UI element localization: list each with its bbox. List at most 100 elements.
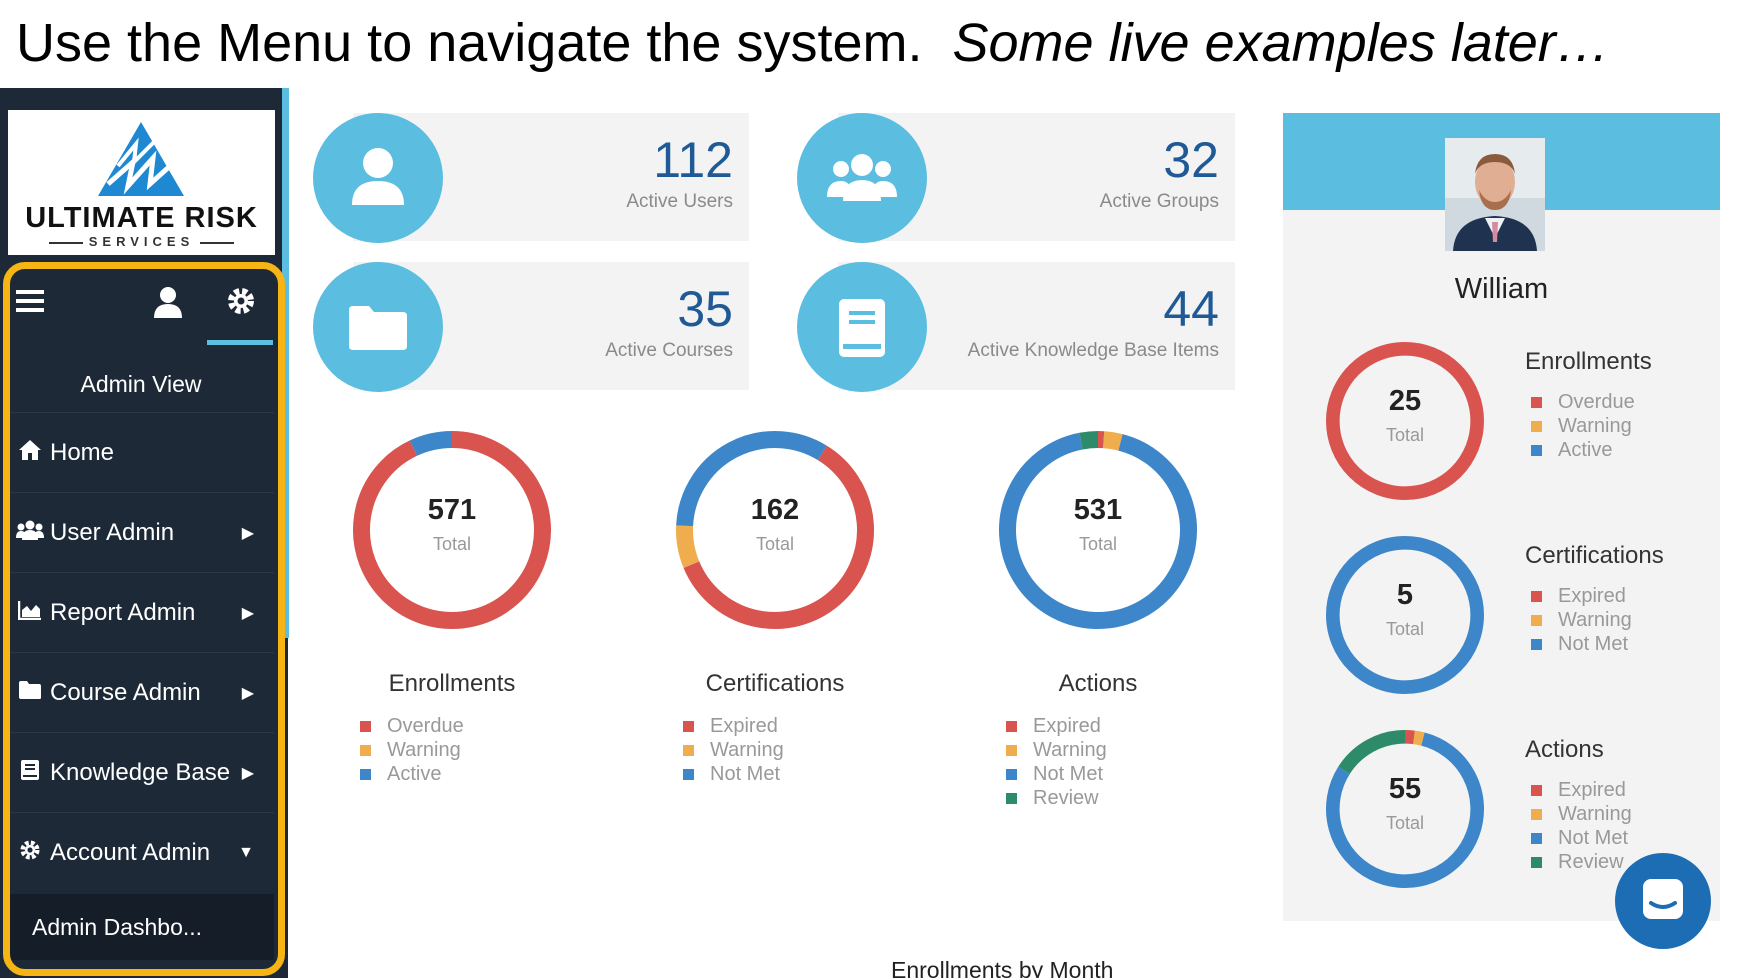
chart-legend: Overdue Warning Active	[360, 714, 464, 786]
legend-item: Warning	[1531, 802, 1632, 826]
chart-legend: Overdue Warning Active	[1531, 390, 1635, 462]
donut-ring	[999, 431, 1197, 629]
legend-item: Not Met	[1531, 826, 1632, 850]
legend-item: Review	[1006, 786, 1107, 810]
chart-title: Actions	[1058, 670, 1138, 697]
certifications-donut-chart[interactable]: 162 Total	[675, 430, 875, 630]
donut-ring	[676, 431, 874, 629]
legend-label: Warning	[1033, 738, 1107, 761]
donut-segment-not-met[interactable]	[1326, 536, 1484, 694]
legend-label: Not Met	[1558, 826, 1629, 849]
chat-button[interactable]	[1615, 853, 1711, 949]
legend-label: Active	[387, 762, 442, 785]
sidebar-item-user-admin[interactable]: User Admin ▶	[8, 492, 274, 572]
legend-item: Active	[1531, 438, 1635, 462]
sidebar-item-course-admin[interactable]: Course Admin ▶	[8, 652, 274, 732]
legend-swatch	[1531, 638, 1542, 650]
legend-label: Expired	[1558, 584, 1626, 607]
book-icon	[16, 759, 44, 787]
settings-gear-icon[interactable]	[226, 286, 256, 324]
legend-label: Not Met	[1033, 762, 1104, 785]
profile-actions-donut-chart[interactable]: 55 Total	[1325, 729, 1485, 889]
legend-swatch	[1531, 856, 1542, 868]
donut-total-value: 55	[1388, 773, 1422, 805]
sidebar-edge	[282, 88, 289, 638]
folder-icon	[16, 680, 44, 706]
donut-segment-not-met[interactable]	[999, 432, 1197, 629]
sidebar-item-label: Report Admin	[50, 598, 196, 626]
stat-value: 35	[677, 281, 733, 337]
donut-total-value: 5	[1396, 579, 1414, 611]
legend-label: Expired	[1033, 714, 1101, 737]
legend-item: Expired	[1531, 584, 1632, 608]
user-profile-icon[interactable]	[154, 286, 182, 326]
hamburger-menu-icon[interactable]	[16, 288, 44, 322]
legend-label: Review	[1558, 850, 1624, 873]
sidebar-item-knowledge-base[interactable]: Knowledge Base ▶	[8, 732, 274, 812]
profile-enrollments-donut-chart[interactable]: 25 Total	[1325, 341, 1485, 501]
legend-item: Active	[360, 762, 464, 786]
chart-legend: Expired Warning Not Met	[683, 714, 784, 786]
donut-total-label: Total	[755, 534, 795, 554]
chart-title: Enrollments	[388, 670, 516, 697]
donut-segment-warning[interactable]	[1102, 431, 1123, 451]
donut-total-label: Total	[1385, 425, 1425, 445]
admin-view-header: Admin View	[80, 371, 202, 397]
chart-legend: Expired Warning Not Met Review	[1006, 714, 1107, 810]
logo-subtitle: SERVICES	[8, 234, 275, 249]
donut-segment-overdue[interactable]	[1326, 342, 1484, 500]
chart-legend: Expired Warning Not Met Review	[1531, 778, 1632, 874]
donut-segment-warning[interactable]	[676, 525, 700, 568]
users-icon	[16, 520, 44, 546]
legend-label: Review	[1033, 786, 1099, 809]
donut-segment-warning[interactable]	[1413, 730, 1425, 746]
stat-value: 112	[653, 132, 733, 188]
legend-label: Warning	[387, 738, 461, 761]
user-profile-panel: William 25 Total Enrollments Overdue War…	[1283, 113, 1720, 921]
legend-swatch	[360, 720, 371, 732]
donut-total-label: Total	[432, 534, 472, 554]
slide-title-plain: Use the Menu to navigate the system.	[16, 13, 923, 73]
donut-ring	[1326, 342, 1484, 500]
sidebar-item-account-admin[interactable]: Account Admin ▼	[8, 812, 274, 892]
sidebar-subitem-admin-dashboard[interactable]: Admin Dashbo...	[8, 894, 274, 960]
caret-right-icon: ▶	[241, 764, 254, 782]
profile-certifications-donut-chart[interactable]: 5 Total	[1325, 535, 1485, 695]
sidebar-item-label: User Admin	[50, 518, 175, 546]
legend-label: Not Met	[710, 762, 781, 785]
donut-segment-not-met[interactable]	[676, 431, 827, 527]
sidebar-item-home[interactable]: Home	[8, 412, 274, 492]
legend-item: Overdue	[360, 714, 464, 738]
company-logo[interactable]: ULTIMATE RISK SERVICES	[8, 110, 275, 255]
donut-segment-expired[interactable]	[1404, 730, 1415, 745]
actions-donut-chart[interactable]: 531 Total	[998, 430, 1198, 630]
legend-item: Review	[1531, 850, 1632, 874]
legend-item: Warning	[683, 738, 784, 762]
donut-segment-review[interactable]	[1338, 730, 1406, 775]
legend-swatch	[1531, 444, 1542, 456]
legend-item: Warning	[1531, 414, 1635, 438]
donut-ring	[1326, 730, 1484, 888]
caret-down-icon: ▼	[238, 843, 254, 861]
legend-item: Expired	[1531, 778, 1632, 802]
caret-right-icon: ▶	[241, 524, 254, 542]
donut-segment-active[interactable]	[409, 431, 453, 456]
donut-segment-not-met[interactable]	[1326, 732, 1484, 888]
avatar[interactable]	[1445, 138, 1545, 251]
donut-segment-overdue[interactable]	[353, 431, 551, 629]
chart-title: Certifications	[1525, 542, 1664, 569]
legend-swatch	[1006, 792, 1017, 804]
slide-title: Use the Menu to navigate the system. Som…	[16, 12, 1610, 74]
sidebar-item-report-admin[interactable]: Report Admin ▶	[8, 572, 274, 652]
donut-ring	[353, 431, 551, 629]
legend-item: Expired	[683, 714, 784, 738]
enrollments-donut-chart[interactable]: 571 Total	[352, 430, 552, 630]
legend-item: Expired	[1006, 714, 1107, 738]
donut-total-value: 571	[427, 494, 477, 526]
caret-right-icon: ▶	[241, 604, 254, 622]
legend-label: Overdue	[387, 714, 464, 737]
legend-label: Warning	[1558, 414, 1632, 437]
legend-swatch	[1531, 614, 1542, 626]
donut-segment-expired[interactable]	[683, 445, 874, 629]
donut-segment-review[interactable]	[1079, 431, 1099, 450]
